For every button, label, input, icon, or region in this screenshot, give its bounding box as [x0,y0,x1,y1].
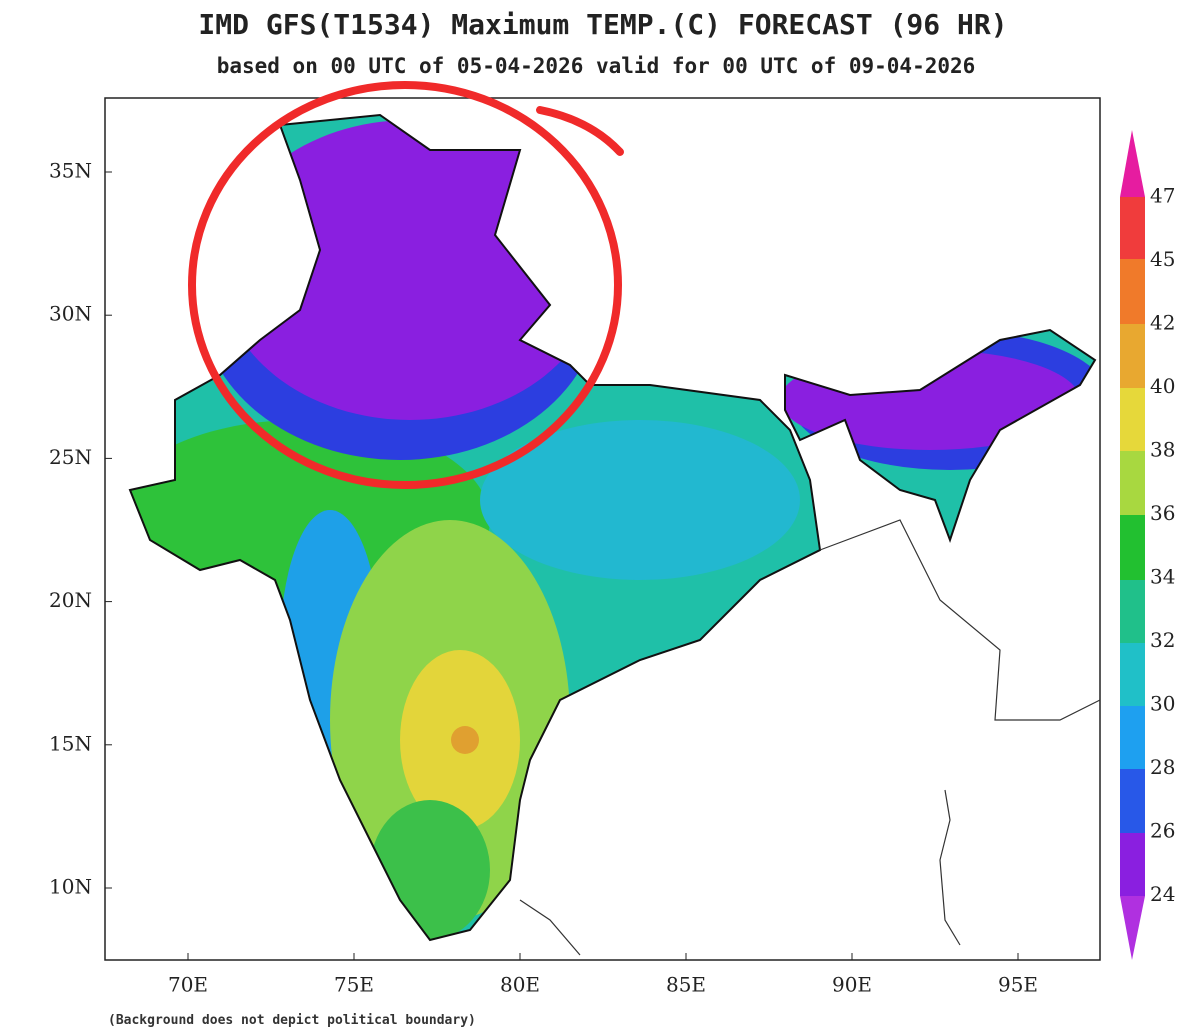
colorbar-label: 32 [1150,628,1175,652]
coastline [128,113,1097,942]
lon-label: 90E [832,973,872,997]
lon-label: 80E [500,973,540,997]
colorbar [1120,130,1145,960]
colorbar-label: 36 [1150,501,1175,525]
lon-label: 85E [666,973,706,997]
colorbar-label: 40 [1150,374,1175,398]
lon-label: 70E [168,973,208,997]
colorbar-label: 26 [1150,819,1175,843]
lat-label: 20N [49,588,92,612]
subtitle: based on 00 UTC of 05-04-2026 valid for … [217,54,976,78]
colorbar-label: 28 [1150,755,1175,779]
neighbor-borders [519,519,1101,956]
colorbar-label: 42 [1150,311,1175,335]
colorbar-label: 45 [1150,247,1175,271]
colorbar-label: 47 [1150,184,1175,208]
lat-label: 15N [49,731,92,755]
colorbar-label: 24 [1150,882,1175,906]
lat-label: 30N [49,302,92,326]
footnote: (Background does not depict political bo… [108,1013,476,1028]
lon-label: 95E [998,973,1038,997]
highlight-circle [188,81,622,489]
title: IMD GFS(T1534) Maximum TEMP.(C) FORECAST… [198,8,1007,41]
colorbar-label: 38 [1150,438,1175,462]
lat-label: 10N [49,875,92,899]
lon-label: 75E [334,973,374,997]
lat-label: 35N [49,159,92,183]
lat-label: 25N [49,445,92,469]
colorbar-label: 34 [1150,565,1175,589]
highlight-stroke [536,106,624,156]
colorbar-label: 30 [1150,692,1175,716]
